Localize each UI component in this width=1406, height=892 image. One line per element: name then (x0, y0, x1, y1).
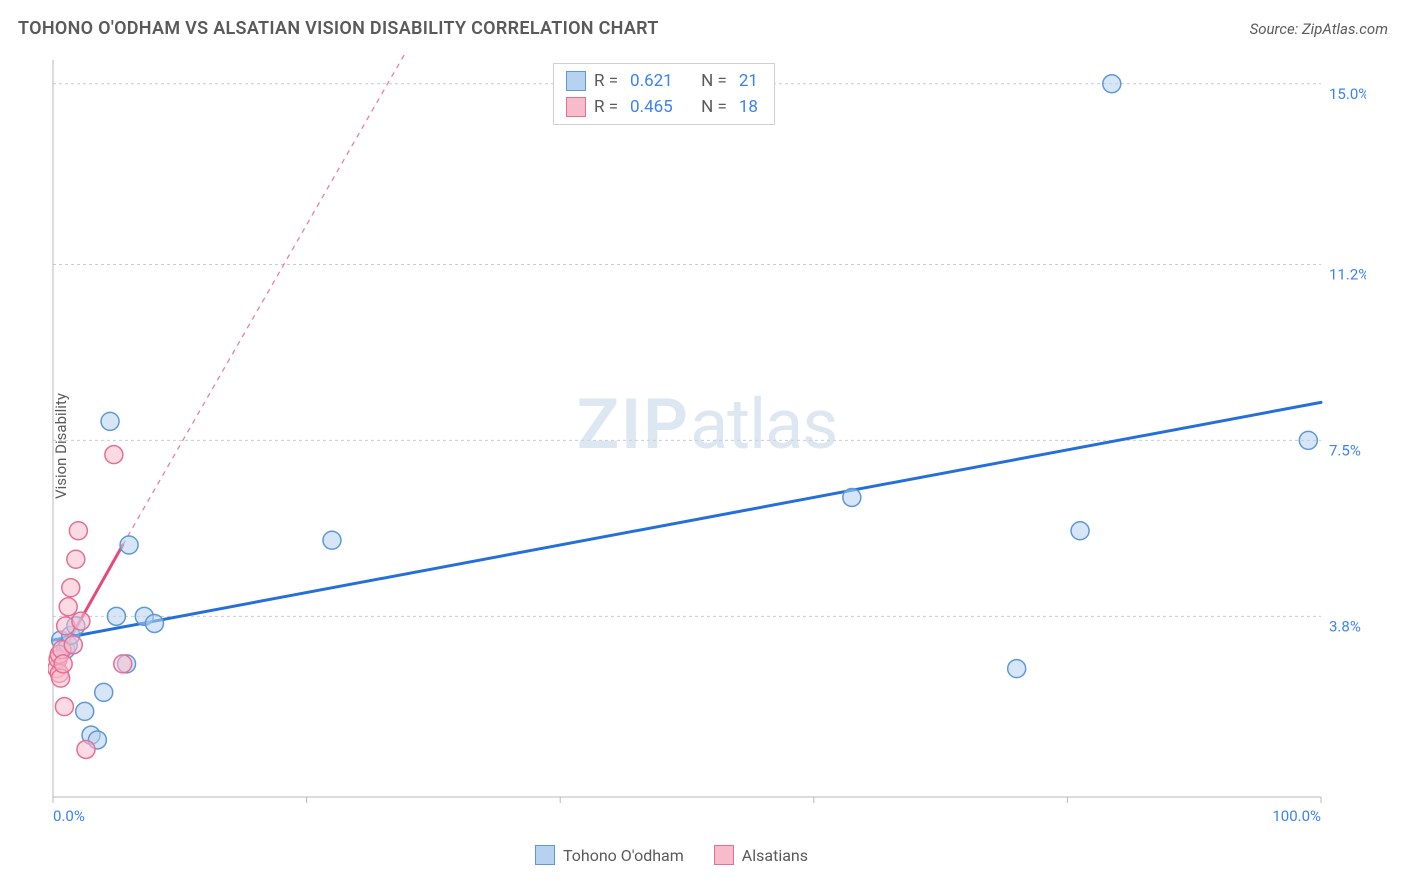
legend-stats-box: R = 0.621 N = 21 R = 0.465 N = 18 (553, 63, 775, 125)
svg-text:3.8%: 3.8% (1329, 617, 1361, 635)
legend-R-label: R = (594, 94, 618, 120)
legend-swatch (714, 845, 734, 865)
legend-swatch (535, 845, 555, 865)
chart-source: Source: ZipAtlas.com (1250, 20, 1388, 38)
svg-text:15.0%: 15.0% (1329, 85, 1366, 103)
svg-text:11.2%: 11.2% (1329, 265, 1366, 283)
legend-series-name: Alsatians (742, 846, 808, 865)
svg-text:100.0%: 100.0% (1272, 807, 1321, 825)
svg-text:0.0%: 0.0% (53, 807, 85, 825)
legend-N-label: N = (701, 94, 727, 120)
chart-title: TOHONO O'ODHAM VS ALSATIAN VISION DISABI… (18, 18, 659, 39)
chart-area: ZIPatlas 3.8%7.5%11.2%15.0%0.0%100.0% (48, 55, 1366, 825)
legend-N-value: 21 (739, 68, 758, 94)
legend-swatch (566, 97, 586, 117)
legend-R-label: R = (594, 68, 618, 94)
scatter-chart-svg: 3.8% 7.5% 11.2% 15.0% 0.0% 100.0% (48, 55, 1366, 825)
legend-series: Tohono O'odham Alsatians (535, 845, 808, 865)
svg-text:7.5%: 7.5% (1329, 441, 1361, 459)
legend-R-value: 0.465 (630, 94, 673, 120)
legend-series-name: Tohono O'odham (563, 846, 684, 865)
legend-series-item: Tohono O'odham (535, 845, 684, 865)
legend-stats-row: R = 0.621 N = 21 (566, 68, 762, 94)
legend-series-item: Alsatians (714, 845, 808, 865)
legend-swatch (566, 71, 586, 91)
legend-R-value: 0.621 (630, 68, 673, 94)
chart-header: TOHONO O'ODHAM VS ALSATIAN VISION DISABI… (18, 18, 1388, 39)
legend-N-label: N = (701, 68, 727, 94)
legend-stats-row: R = 0.465 N = 18 (566, 94, 762, 120)
legend-N-value: 18 (739, 94, 758, 120)
